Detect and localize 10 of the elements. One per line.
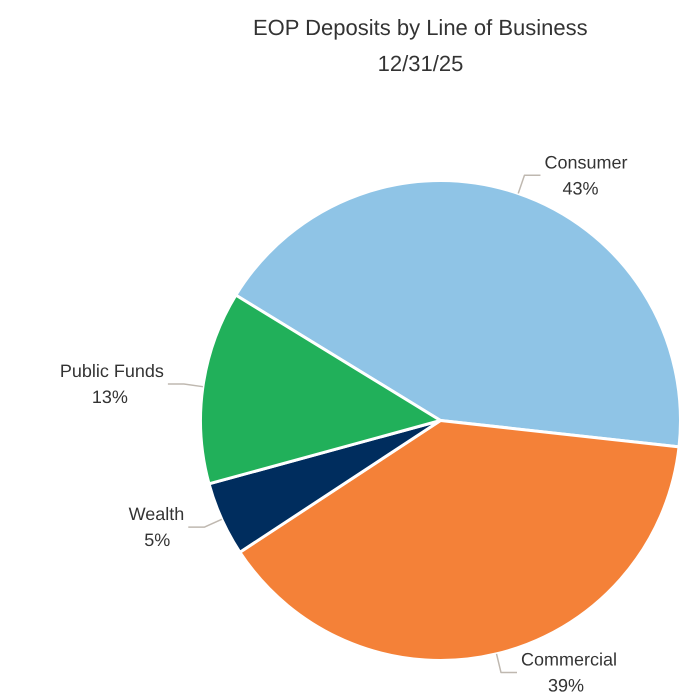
chart-title: EOP Deposits by Line of Business (252, 15, 588, 40)
data-label: 5% (144, 530, 170, 550)
chart-subtitle: 12/31/25 (378, 51, 464, 76)
slice-label: Consumer (544, 152, 628, 172)
data-label: 43% (562, 178, 598, 198)
slice-label: Public Funds (60, 360, 164, 381)
data-label: 13% (92, 386, 128, 407)
slice-label: Wealth (128, 504, 184, 524)
slice-label: Commercial (521, 650, 618, 670)
data-label: 39% (548, 676, 584, 695)
